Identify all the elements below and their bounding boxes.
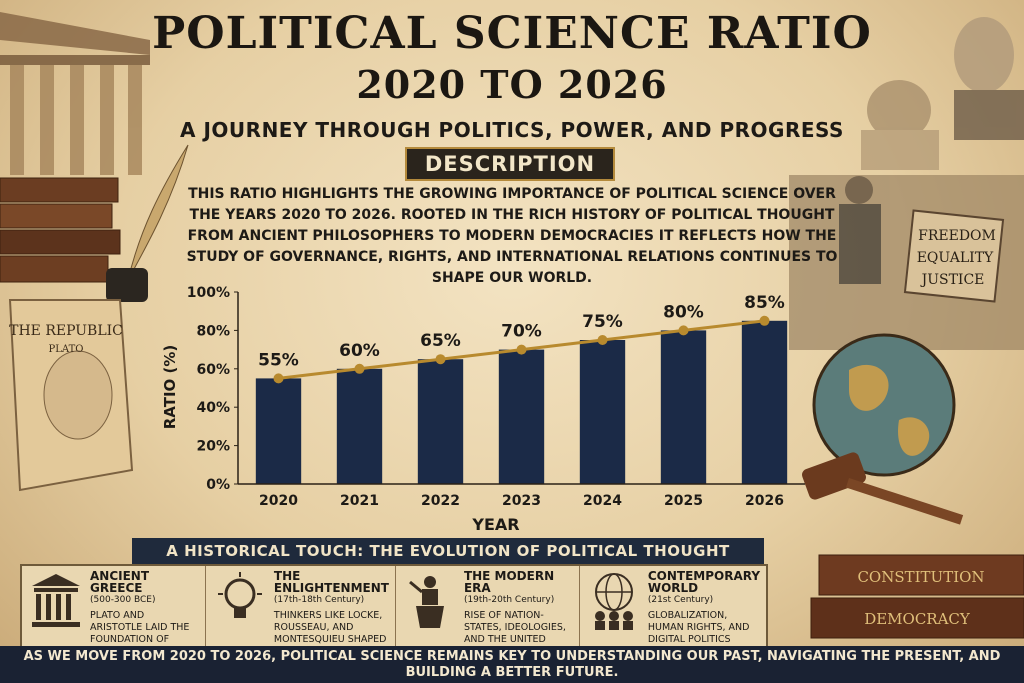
gavel-illustration [802, 452, 964, 525]
bar [579, 340, 626, 484]
bar [660, 330, 707, 484]
data-label: 85% [744, 293, 785, 313]
era-title: THE ENLIGHTENMENT [273, 569, 389, 595]
era-enlightenment: THE ENLIGHTENMENT (17th-18th Century) Th… [206, 566, 396, 657]
history-panel: ANCIENT GREECE (500-300 BCE) Plato and A… [20, 564, 768, 657]
x-tick-label: 2021 [340, 493, 379, 509]
scroll-title: THE REPUBLIC [9, 323, 123, 339]
trend-line: 55% 60% 65% 70% 75% 80% 85% [258, 293, 785, 384]
data-label: 65% [420, 331, 461, 351]
sign-line-3: JUSTICE [920, 272, 985, 288]
trend-point [759, 315, 770, 326]
left-illustration: THE REPUBLIC PLATO [0, 12, 189, 492]
protest-sign: FREEDOM EQUALITY JUSTICE [903, 209, 1005, 303]
bar [336, 368, 383, 484]
footer-banner: AS WE MOVE FROM 2020 TO 2026, POLITICAL … [0, 646, 1024, 683]
x-tick-label: 2020 [259, 493, 298, 509]
page-title-line-1: POLITICAL SCIENCE RATIO [152, 8, 872, 59]
bar [255, 378, 302, 484]
crowd-illustration [789, 175, 1024, 350]
quill-illustration [106, 144, 189, 302]
description-text: This ratio highlights the growing import… [186, 186, 838, 286]
bar [417, 359, 464, 484]
x-axis-label: YEAR [471, 515, 519, 534]
speaker-podium-icon [408, 576, 444, 628]
y-axis-label: RATIO (%) [161, 345, 179, 430]
sign-line-1: FREEDOM [918, 228, 996, 244]
era-title: CONTEMPORARY WORLD [647, 569, 761, 595]
y-tick-label: 80% [196, 323, 230, 339]
era-dates: (19th-20th Century) [463, 595, 555, 605]
y-tick-label: 0% [206, 477, 230, 493]
trend-point [678, 325, 689, 336]
trend-point [354, 363, 365, 374]
era-ancient-greece: ANCIENT GREECE (500-300 BCE) Plato and A… [22, 566, 206, 657]
y-tick-label: 20% [196, 439, 230, 455]
sign-line-2: EQUALITY [917, 250, 994, 266]
data-label: 80% [663, 302, 704, 322]
x-axis: 2020 2021 2022 2023 2024 2025 2026 [238, 483, 805, 509]
globe-illustration [812, 333, 956, 477]
portrait-illustration [954, 17, 1024, 140]
trend-point [516, 344, 527, 355]
trend-point [435, 354, 446, 365]
era-contemporary: CONTEMPORARY WORLD (21st Century) Global… [580, 566, 766, 657]
trend-point [597, 335, 608, 345]
x-tick-label: 2025 [664, 493, 703, 509]
globe-people-icon [594, 573, 633, 630]
temple-illustration [0, 12, 150, 175]
era-dates: (21st Century) [647, 595, 714, 605]
right-illustration: FREEDOM EQUALITY JUSTICE CONSTITUTION DE… [789, 17, 1024, 639]
trend-point [273, 373, 284, 384]
y-tick-label: 60% [196, 362, 230, 378]
data-label: 55% [258, 350, 299, 370]
temple-icon [32, 574, 80, 627]
description-heading: DESCRIPTION [405, 147, 615, 181]
y-tick-label: 40% [196, 400, 230, 416]
scroll-illustration: THE REPUBLIC PLATO [8, 299, 134, 492]
lightbulb-icon [217, 572, 262, 618]
bars [255, 320, 788, 484]
page-title-line-2: 2020 TO 2026 [356, 62, 668, 107]
x-tick-label: 2026 [745, 493, 784, 509]
ratio-bar-chart: 0% 20% 40% 60% 80% 100% 55% 60% 65% 70% 75% 80% 85%… [161, 285, 805, 534]
x-tick-label: 2023 [502, 493, 541, 509]
x-tick-label: 2022 [421, 493, 460, 509]
scroll-author: PLATO [49, 344, 84, 355]
era-modern: THE MODERN ERA (19th-20th Century) Rise … [396, 566, 580, 657]
era-dates: (17th-18th Century) [273, 595, 365, 605]
bar [741, 320, 788, 484]
data-label: 70% [501, 322, 542, 342]
data-label: 75% [582, 312, 623, 332]
history-heading: A HISTORICAL TOUCH: THE EVOLUTION OF POL… [132, 538, 764, 564]
y-tick-label: 100% [187, 285, 230, 301]
book-label-1: CONSTITUTION [857, 568, 984, 586]
book-label-2: DEMOCRACY [864, 610, 971, 628]
books-illustration: CONSTITUTION DEMOCRACY [810, 554, 1024, 639]
capitol-building-illustration [861, 80, 939, 170]
era-title: ANCIENT GREECE [90, 569, 150, 595]
y-axis: 0% 20% 40% 60% 80% 100% [187, 285, 239, 493]
book-stack-illustration [0, 177, 121, 283]
era-title: THE MODERN ERA [463, 569, 555, 595]
x-tick-label: 2024 [583, 493, 622, 509]
era-dates: (500-300 BCE) [90, 595, 156, 605]
page-subtitle: A JOURNEY THROUGH POLITICS, POWER, AND P… [180, 118, 844, 142]
bar [498, 349, 545, 484]
data-label: 60% [339, 341, 380, 361]
